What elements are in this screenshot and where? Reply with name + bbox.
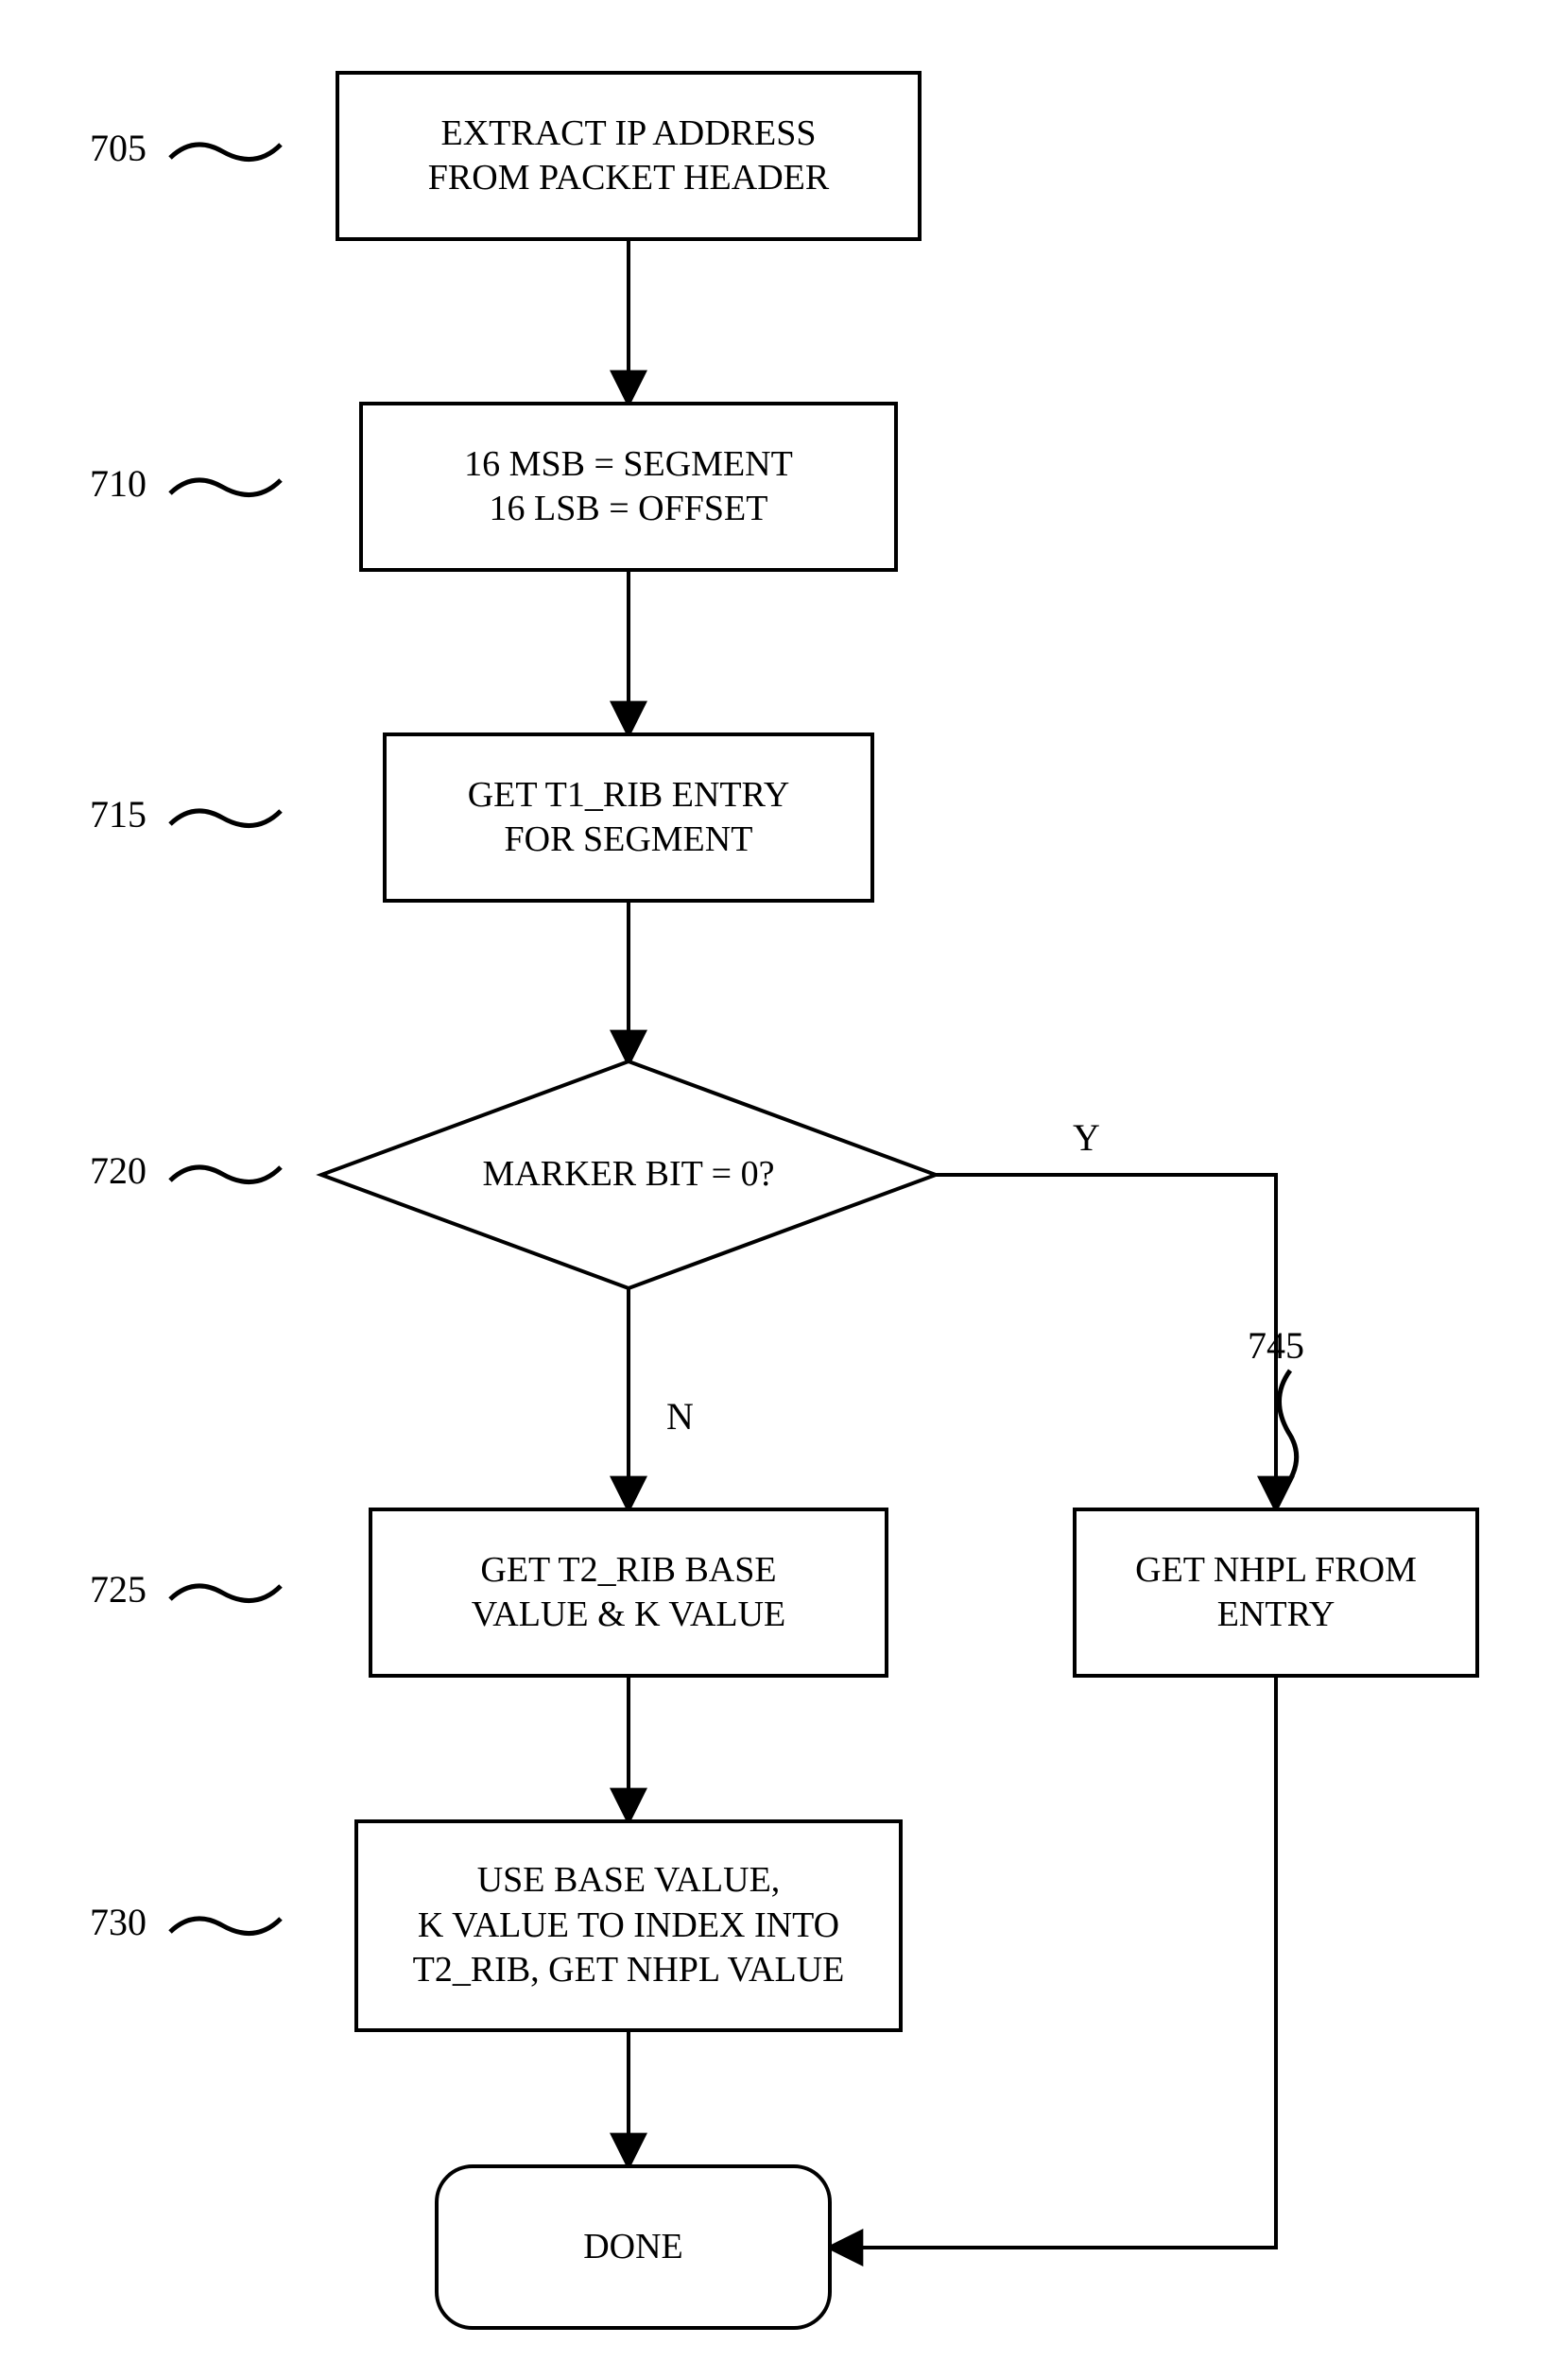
ref-label-725: 725 xyxy=(90,1567,146,1611)
step-n730: USE BASE VALUE,K VALUE TO INDEX INTOT2_R… xyxy=(354,1819,903,2032)
ref-label-720: 720 xyxy=(90,1148,146,1193)
edge-label-Y: Y xyxy=(1073,1115,1100,1160)
ref-715 xyxy=(165,794,288,841)
ref-705 xyxy=(165,128,288,175)
step-n715: GET T1_RIB ENTRYFOR SEGMENT xyxy=(383,732,874,903)
step-n710: 16 MSB = SEGMENT16 LSB = OFFSET xyxy=(359,402,898,572)
ref-label-705: 705 xyxy=(90,126,146,170)
edge-label-N: N xyxy=(666,1394,694,1439)
decision-text-n720: MARKER BIT = 0? xyxy=(321,1061,936,1288)
ref-label-745: 745 xyxy=(1248,1323,1304,1368)
step-n725: GET T2_RIB BASEVALUE & K VALUE xyxy=(369,1508,888,1678)
ref-710 xyxy=(165,463,288,510)
step-n705: EXTRACT IP ADDRESSFROM PACKET HEADER xyxy=(336,71,922,241)
ref-730 xyxy=(165,1902,288,1949)
ref-label-730: 730 xyxy=(90,1900,146,1944)
ref-label-715: 715 xyxy=(90,792,146,836)
terminal-done: DONE xyxy=(435,2164,832,2330)
ref-725 xyxy=(165,1569,288,1616)
ref-720 xyxy=(165,1150,288,1198)
edge-n720-n745 xyxy=(936,1175,1276,1508)
ref-label-710: 710 xyxy=(90,461,146,506)
step-n745: GET NHPL FROMENTRY xyxy=(1073,1508,1479,1678)
ref-745 xyxy=(1262,1366,1318,1498)
